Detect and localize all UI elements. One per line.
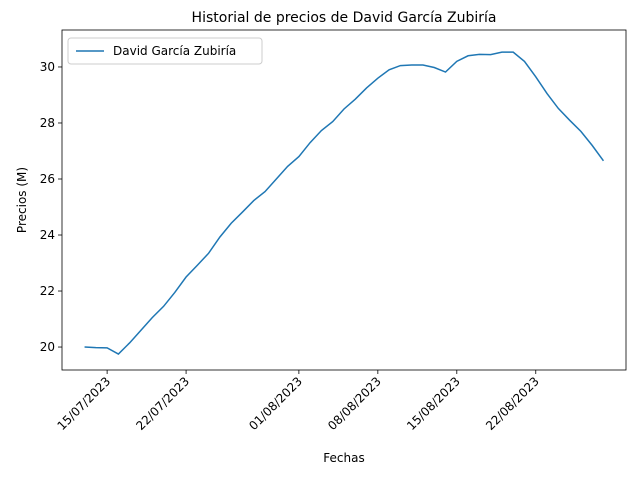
x-tick-label: 22/08/2023	[483, 374, 542, 433]
chart-title: Historial de precios de David García Zub…	[192, 10, 497, 26]
x-tick-label: 08/08/2023	[325, 374, 384, 433]
x-tick-label: 15/08/2023	[404, 374, 463, 433]
y-tick-label: 28	[40, 116, 55, 130]
y-tick-label: 30	[40, 60, 55, 74]
x-tick-label: 22/07/2023	[133, 374, 192, 433]
line-series	[84, 51, 605, 355]
x-tick-label: 15/07/2023	[54, 374, 113, 433]
y-tick-label: 24	[40, 228, 55, 242]
y-tick-label: 20	[40, 340, 55, 354]
x-axis-label: Fechas	[323, 451, 364, 465]
y-axis-label: Precios (M)	[15, 167, 29, 233]
plot-frame	[61, 29, 627, 371]
y-tick-label: 22	[40, 284, 55, 298]
x-tick-label: 01/08/2023	[246, 374, 305, 433]
legend-label: David García Zubiría	[113, 44, 236, 58]
legend-box	[67, 37, 263, 65]
y-tick-label: 26	[40, 172, 55, 186]
legend: David García Zubiría	[67, 37, 263, 65]
